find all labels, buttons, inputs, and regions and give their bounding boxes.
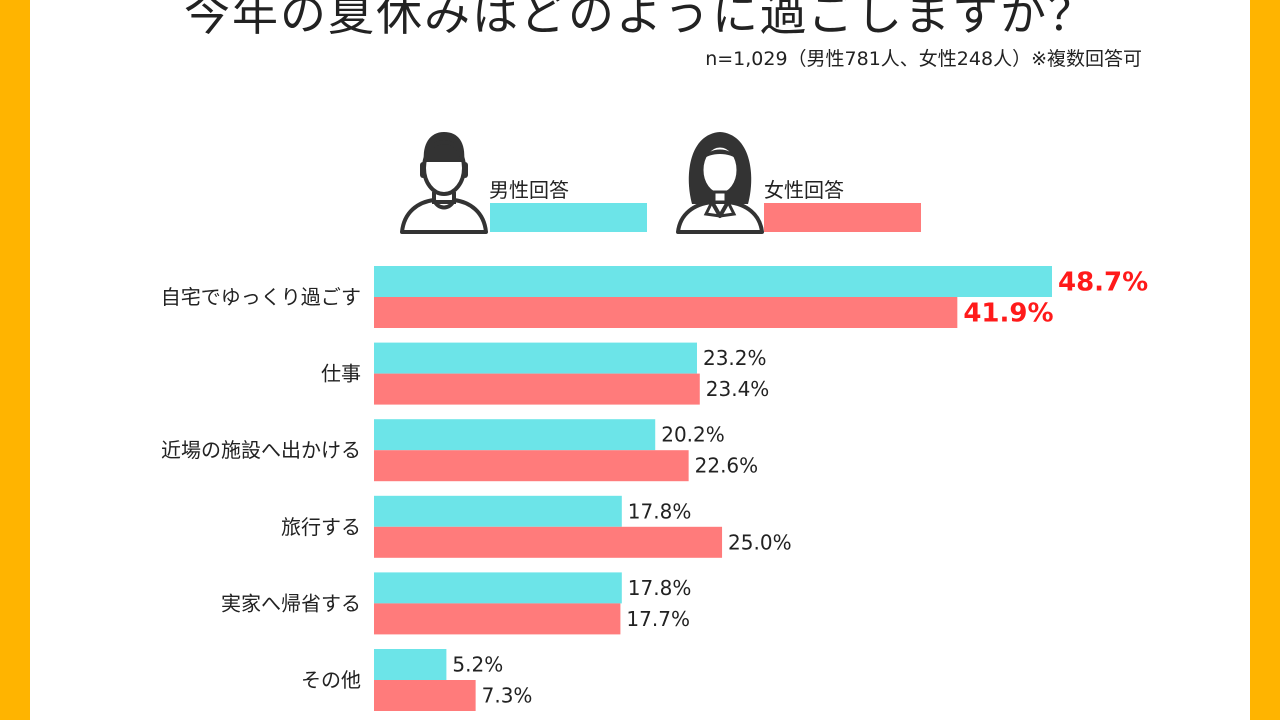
chart-panel: 今年の夏休みはどのように過ごしますか？ n=1,029（男性781人、女性248… (30, 0, 1250, 720)
sample-note: n=1,029（男性781人、女性248人）※複数回答可 (705, 48, 1142, 70)
value-label-female: 41.9% (963, 299, 1053, 329)
bar-female (374, 526, 723, 558)
female-person-icon (676, 132, 764, 234)
category-label: その他 (301, 668, 361, 692)
bar-male (374, 342, 697, 374)
category-label: 近場の施設へ出かける (161, 438, 361, 462)
chart-title: 今年の夏休みはどのように過ごしますか？ (184, 0, 1096, 41)
value-label-female: 23.4% (706, 377, 770, 401)
bar-female (374, 680, 476, 711)
value-label-male: 17.8% (628, 499, 692, 523)
bar-male (374, 419, 656, 451)
bar-chart: 自宅でゆっくり過ごす 48.7%41.9% 仕事 23.2% 23.4% 近場の施設へ出か… (161, 266, 1148, 711)
bar-male (374, 495, 622, 527)
bar-female (374, 373, 700, 405)
bar-male (374, 266, 1052, 297)
category-label: 仕事 (321, 362, 361, 386)
value-label-male: 20.2% (661, 423, 725, 447)
legend-label-female: 女性回答 (764, 178, 844, 202)
value-label-male: 23.2% (703, 346, 767, 370)
bar-female (374, 450, 689, 482)
value-label-female: 17.7% (626, 607, 690, 631)
value-label-male: 48.7% (1058, 268, 1148, 298)
legend-swatch-female (764, 203, 921, 232)
category-label: 実家へ帰省する (221, 591, 361, 615)
legend-label-male: 男性回答 (489, 178, 569, 202)
bar-female (374, 297, 958, 328)
legend-swatch-male (490, 203, 647, 232)
bar-male (374, 572, 622, 604)
category-label: 旅行する (281, 515, 361, 539)
value-label-male: 17.8% (628, 576, 692, 600)
bar-female (374, 603, 621, 635)
value-label-male: 5.2% (452, 653, 503, 677)
bar-male (374, 649, 447, 680)
value-label-female: 22.6% (695, 454, 759, 478)
category-label: 自宅でゆっくり過ごす (161, 285, 361, 309)
male-person-icon (400, 132, 488, 234)
value-label-female: 25.0% (728, 530, 792, 554)
value-label-female: 7.3% (482, 684, 533, 708)
